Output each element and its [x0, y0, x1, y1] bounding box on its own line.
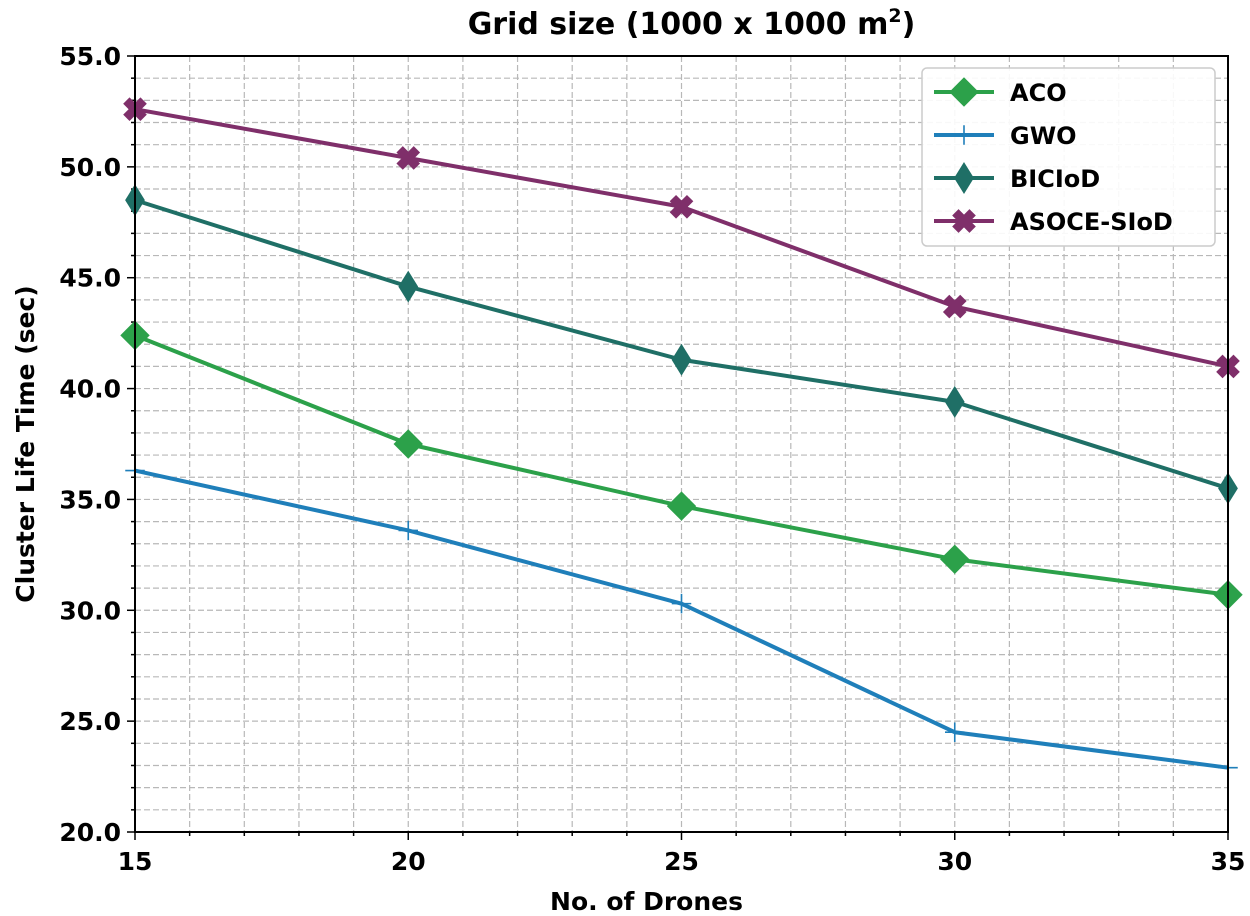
legend-label: BICIoD	[1010, 165, 1100, 193]
legend-item: ASOCE-SIoD	[934, 208, 1173, 236]
data-point	[945, 722, 965, 742]
legend-item: ACO	[934, 77, 1067, 107]
chart-title-sup: 2	[888, 5, 901, 27]
legend-marker	[954, 125, 974, 145]
y-tick-label: 20.0	[59, 818, 121, 847]
legend-label: ASOCE-SIoD	[1010, 208, 1173, 236]
y-tick-label: 45.0	[59, 264, 121, 293]
x-tick-label: 15	[118, 847, 153, 876]
chart-title: Grid size (1000 x 1000 m2)	[468, 5, 916, 42]
x-tick-label: 20	[391, 847, 426, 876]
legend-box	[921, 67, 1216, 247]
legend: ACO GWO BICIoD ASOCE-SIoD	[921, 67, 1216, 247]
x-axis-label: No. of Drones	[550, 887, 743, 916]
data-point	[940, 544, 970, 574]
y-tick-label: 30.0	[59, 596, 121, 625]
legend-marker	[949, 77, 979, 107]
data-point	[398, 520, 418, 541]
y-tick-label: 35.0	[59, 485, 121, 514]
chart-title-close: )	[902, 7, 916, 42]
data-point	[669, 194, 694, 219]
axes-frame	[134, 55, 1229, 833]
y-tick-label: 50.0	[59, 153, 121, 182]
data-point	[944, 385, 965, 418]
legend-marker	[954, 162, 974, 194]
x-tick-label: 25	[664, 847, 699, 876]
y-axis-label: Cluster Life Time (sec)	[11, 285, 40, 602]
legend-label: ACO	[1010, 79, 1067, 107]
data-point	[942, 294, 967, 319]
y-tick-label: 40.0	[59, 375, 121, 404]
series-lines	[120, 97, 1243, 778]
legend-marker	[952, 209, 976, 233]
x-tick-label: 35	[1211, 847, 1246, 876]
x-tick-label: 30	[937, 847, 972, 876]
data-point	[396, 146, 421, 170]
legend-item: BICIoD	[934, 162, 1100, 194]
data-point	[398, 270, 419, 303]
y-tick-label: 55.0	[59, 42, 121, 71]
y-tick-label: 25.0	[59, 707, 121, 736]
data-point	[671, 593, 692, 614]
grid	[135, 56, 1228, 832]
ticks: 15 20 25 30 35 20.0 25.0 30.0 35.0 40.0 45.0 50.0 55…	[59, 42, 1245, 876]
legend-item: GWO	[934, 122, 1077, 150]
data-point	[666, 491, 697, 521]
data-point	[393, 429, 423, 459]
data-point	[671, 343, 692, 376]
legend-label: GWO	[1010, 122, 1077, 150]
chart-title-main: Grid size (1000 x 1000 m	[468, 7, 889, 42]
